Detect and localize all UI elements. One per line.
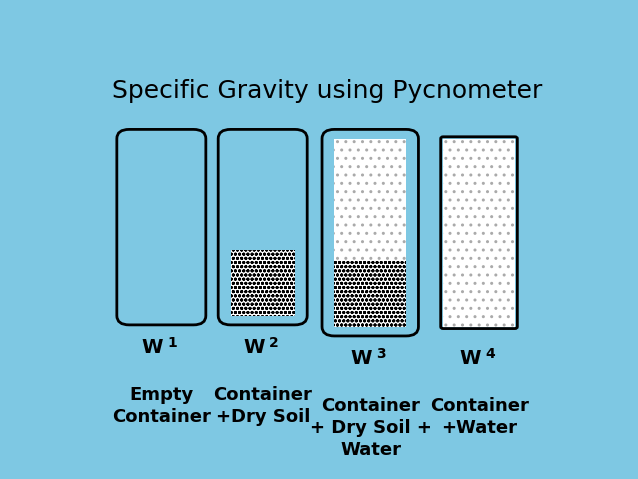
Bar (443, 138, 515, 327)
Text: 2: 2 (269, 336, 278, 350)
Text: 4: 4 (486, 347, 495, 361)
Text: W: W (351, 349, 373, 368)
Bar (230, 250, 295, 316)
Bar (334, 261, 406, 327)
Text: W: W (243, 338, 265, 357)
Bar (334, 138, 406, 261)
Text: Container
+ Dry Soil +
Water: Container + Dry Soil + Water (309, 397, 431, 459)
Text: Specific Gravity using Pycnometer: Specific Gravity using Pycnometer (112, 79, 542, 103)
Text: Empty
Container: Empty Container (112, 386, 211, 426)
Bar (443, 138, 515, 327)
FancyBboxPatch shape (441, 137, 517, 329)
FancyBboxPatch shape (117, 129, 206, 325)
Text: Container
+Dry Soil: Container +Dry Soil (213, 386, 312, 426)
Text: W: W (142, 338, 163, 357)
Text: 3: 3 (376, 347, 386, 361)
Text: Container
+Water: Container +Water (430, 397, 529, 437)
Bar (230, 250, 295, 316)
FancyBboxPatch shape (322, 129, 419, 336)
Text: W: W (459, 349, 481, 368)
Bar (334, 261, 406, 327)
FancyBboxPatch shape (218, 129, 308, 325)
Bar (334, 138, 406, 261)
Text: 1: 1 (167, 336, 177, 350)
